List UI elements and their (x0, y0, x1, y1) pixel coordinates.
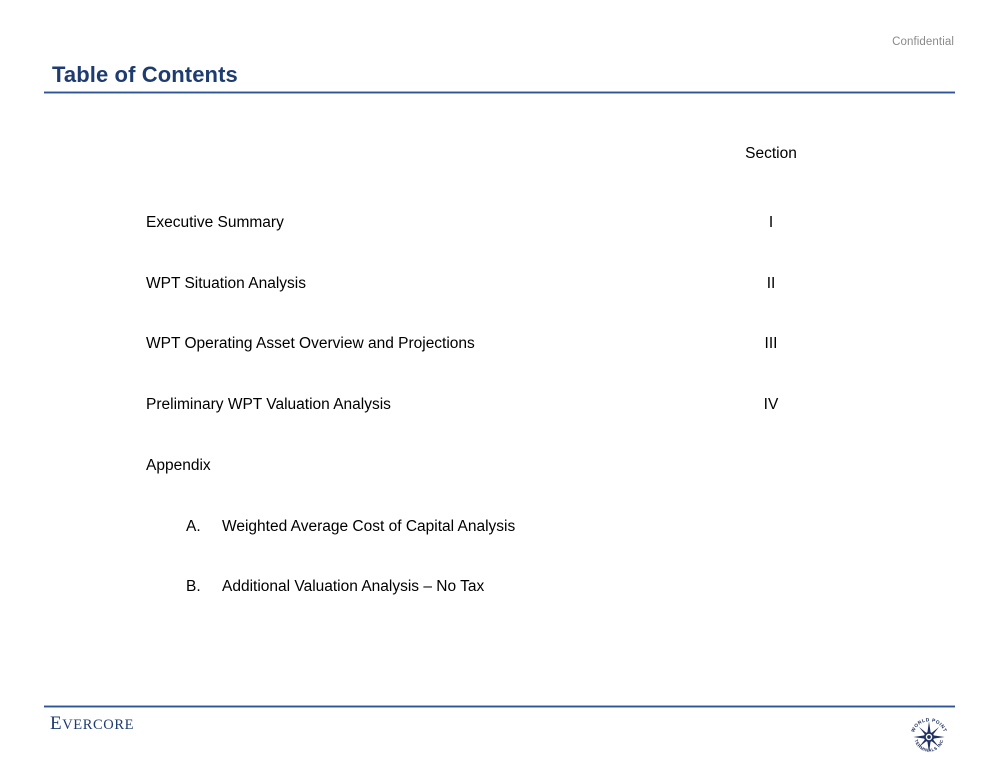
toc-entry-section: IV (763, 396, 779, 413)
header-rule (44, 91, 955, 94)
evercore-logo: EVERCORE (50, 713, 134, 735)
appendix-item-letter: A. (186, 518, 201, 535)
toc-entry-label: Preliminary WPT Valuation Analysis (146, 396, 391, 413)
world-point-terminals-logo: WORLD POINT TERMINALS INC (906, 714, 952, 760)
toc-entry-executive-summary[interactable]: Executive Summary I (146, 214, 946, 236)
toc-entry-wpt-situation-analysis[interactable]: WPT Situation Analysis II (146, 275, 946, 297)
toc-entry-label: WPT Operating Asset Overview and Project… (146, 335, 475, 352)
evercore-logo-rest: VERCORE (62, 717, 135, 733)
toc-entry-section: I (768, 214, 774, 231)
toc-entry-preliminary-wpt-valuation-analysis[interactable]: Preliminary WPT Valuation Analysis IV (146, 396, 946, 418)
toc-entry-label: WPT Situation Analysis (146, 275, 306, 292)
confidential-label: Confidential (892, 36, 954, 48)
appendix-item-label: Weighted Average Cost of Capital Analysi… (222, 518, 516, 535)
toc-entry-label: Executive Summary (146, 214, 284, 231)
toc-entry-appendix[interactable]: Appendix (146, 457, 211, 474)
toc-entry-section: III (764, 335, 778, 352)
appendix-item-letter: B. (186, 578, 201, 595)
toc-entry-section: II (766, 275, 776, 292)
section-column-header: Section (745, 145, 797, 162)
toc-entry-wpt-operating-asset-overview[interactable]: WPT Operating Asset Overview and Project… (146, 335, 946, 357)
page-title: Table of Contents (52, 62, 238, 87)
evercore-logo-initial: E (50, 713, 63, 734)
appendix-item-label: Additional Valuation Analysis – No Tax (222, 578, 485, 595)
footer-rule (44, 705, 955, 708)
